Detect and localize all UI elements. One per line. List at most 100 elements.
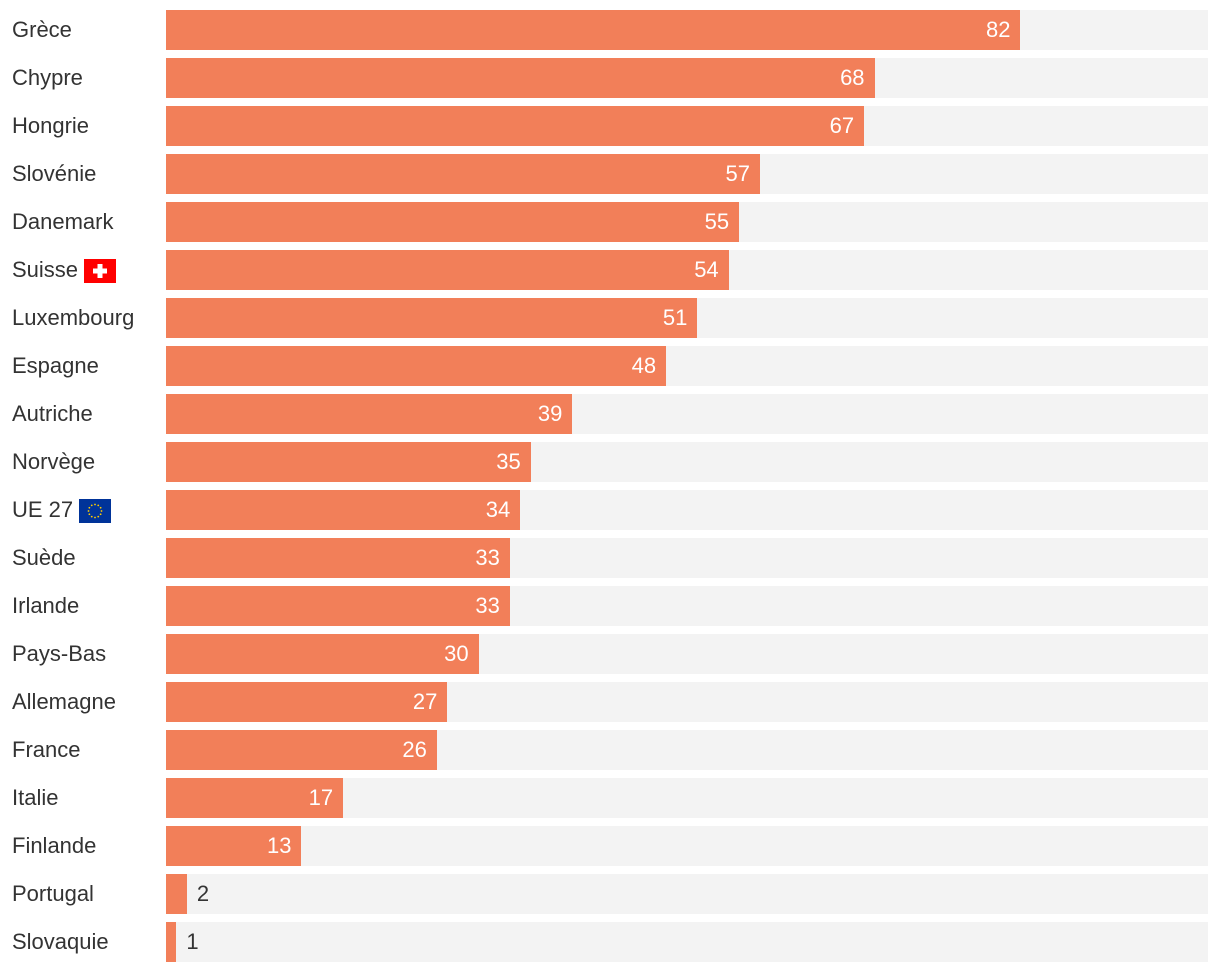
category-label-text: France [12, 737, 81, 762]
value-label: 27 [412, 689, 438, 714]
category-label-text: Finlande [12, 833, 97, 858]
bar [166, 586, 510, 626]
value-label: 82 [985, 17, 1011, 42]
category-label: Danemark [12, 202, 113, 242]
bar [166, 154, 760, 194]
category-label-text: Portugal [12, 881, 94, 906]
category-label-text: Hongrie [12, 113, 90, 138]
category-label-text: UE 27 [12, 497, 74, 522]
bar-row: Grèce 82 [0, 10, 1220, 58]
value-label: 57 [725, 161, 750, 186]
category-label: Italie [12, 778, 58, 818]
bar-row: Suède 33 [0, 538, 1220, 586]
category-label-text: Suède [12, 545, 76, 570]
category-label-text: Slovénie [12, 161, 97, 186]
value-label: 67 [829, 113, 855, 138]
bar [166, 778, 344, 818]
category-label: Finlande [12, 826, 96, 866]
category-label: Suisse [12, 250, 117, 290]
category-label-text: Grèce [12, 17, 72, 42]
bar [166, 250, 729, 290]
bar-row: Slovaquie 1 [0, 922, 1220, 970]
category-label: Hongrie [12, 106, 89, 146]
bar-row: Espagne 48 [0, 346, 1220, 394]
bar [166, 346, 667, 386]
value-label: 17 [308, 785, 334, 810]
category-label: Allemagne [12, 682, 116, 722]
bar-row: Chypre 68 [0, 58, 1220, 106]
bar-row: Danemark 55 [0, 202, 1220, 250]
bar-row: Finlande 13 [0, 826, 1220, 874]
value-label: 34 [485, 497, 511, 522]
bar-row: Suisse 54 [0, 250, 1220, 298]
category-label: Suède [12, 538, 76, 578]
value-label: 39 [537, 401, 563, 426]
bar [166, 730, 437, 770]
category-label: Autriche [12, 394, 93, 434]
value-label: 54 [694, 257, 719, 282]
category-label: Slovaquie [12, 922, 109, 962]
value-label: 1 [186, 929, 199, 954]
value-label: 33 [475, 593, 500, 618]
bar-row: Luxembourg 51 [0, 298, 1220, 346]
bar-row: Portugal 2 [0, 874, 1220, 922]
bar-row: Autriche 39 [0, 394, 1220, 442]
bar [166, 874, 187, 914]
value-label: 26 [402, 737, 427, 762]
value-label: 51 [662, 305, 688, 330]
bar-row: Slovénie 57 [0, 154, 1220, 202]
category-label-text: Danemark [12, 209, 114, 234]
bar [166, 298, 698, 338]
bar [166, 442, 531, 482]
value-label: 48 [631, 353, 657, 378]
value-label: 55 [704, 209, 730, 234]
bar-row: Norvège 35 [0, 442, 1220, 490]
bar [166, 490, 521, 530]
category-label: Irlande [12, 586, 79, 626]
bar-row: Italie 17 [0, 778, 1220, 826]
bar-track [166, 826, 1208, 866]
bar [166, 538, 510, 578]
bar [166, 394, 573, 434]
value-label: 35 [496, 449, 521, 474]
bar [166, 826, 302, 866]
category-label-text: Italie [12, 785, 59, 810]
category-label: Portugal [12, 874, 94, 914]
bar-track [166, 874, 1208, 914]
bar [166, 682, 448, 722]
category-label-text: Autriche [12, 401, 93, 426]
bar-row: France 26 [0, 730, 1220, 778]
value-label: 30 [444, 641, 469, 666]
category-label-text: Suisse [12, 257, 79, 282]
eu-flag-icon [79, 496, 112, 524]
bar [166, 202, 740, 242]
bar [166, 58, 875, 98]
bar-row: UE 27 34 [0, 490, 1220, 538]
bar [166, 10, 1021, 50]
bar [166, 634, 479, 674]
bar-row: Allemagne 27 [0, 682, 1220, 730]
category-label: France [12, 730, 80, 770]
category-label: Norvège [12, 442, 95, 482]
swiss-flag-icon [84, 256, 117, 284]
category-label: Pays-Bas [12, 634, 106, 674]
bar-row: Pays-Bas 30 [0, 634, 1220, 682]
bar-row: Irlande 33 [0, 586, 1220, 634]
category-label-text: Espagne [12, 353, 99, 378]
category-label-text: Allemagne [12, 689, 116, 714]
category-label: Luxembourg [12, 298, 134, 338]
value-label: 13 [266, 833, 292, 858]
category-label-text: Norvège [12, 449, 96, 474]
bar-row: Hongrie 67 [0, 106, 1220, 154]
bar [166, 922, 177, 962]
category-label: UE 27 [12, 490, 112, 530]
value-label: 33 [475, 545, 500, 570]
category-label-text: Pays-Bas [12, 641, 107, 666]
category-label: Slovénie [12, 154, 96, 194]
bar [166, 106, 865, 146]
category-label: Grèce [12, 10, 72, 50]
category-label-text: Irlande [12, 593, 80, 618]
category-label-text: Luxembourg [12, 305, 135, 330]
category-label-text: Chypre [12, 65, 83, 90]
